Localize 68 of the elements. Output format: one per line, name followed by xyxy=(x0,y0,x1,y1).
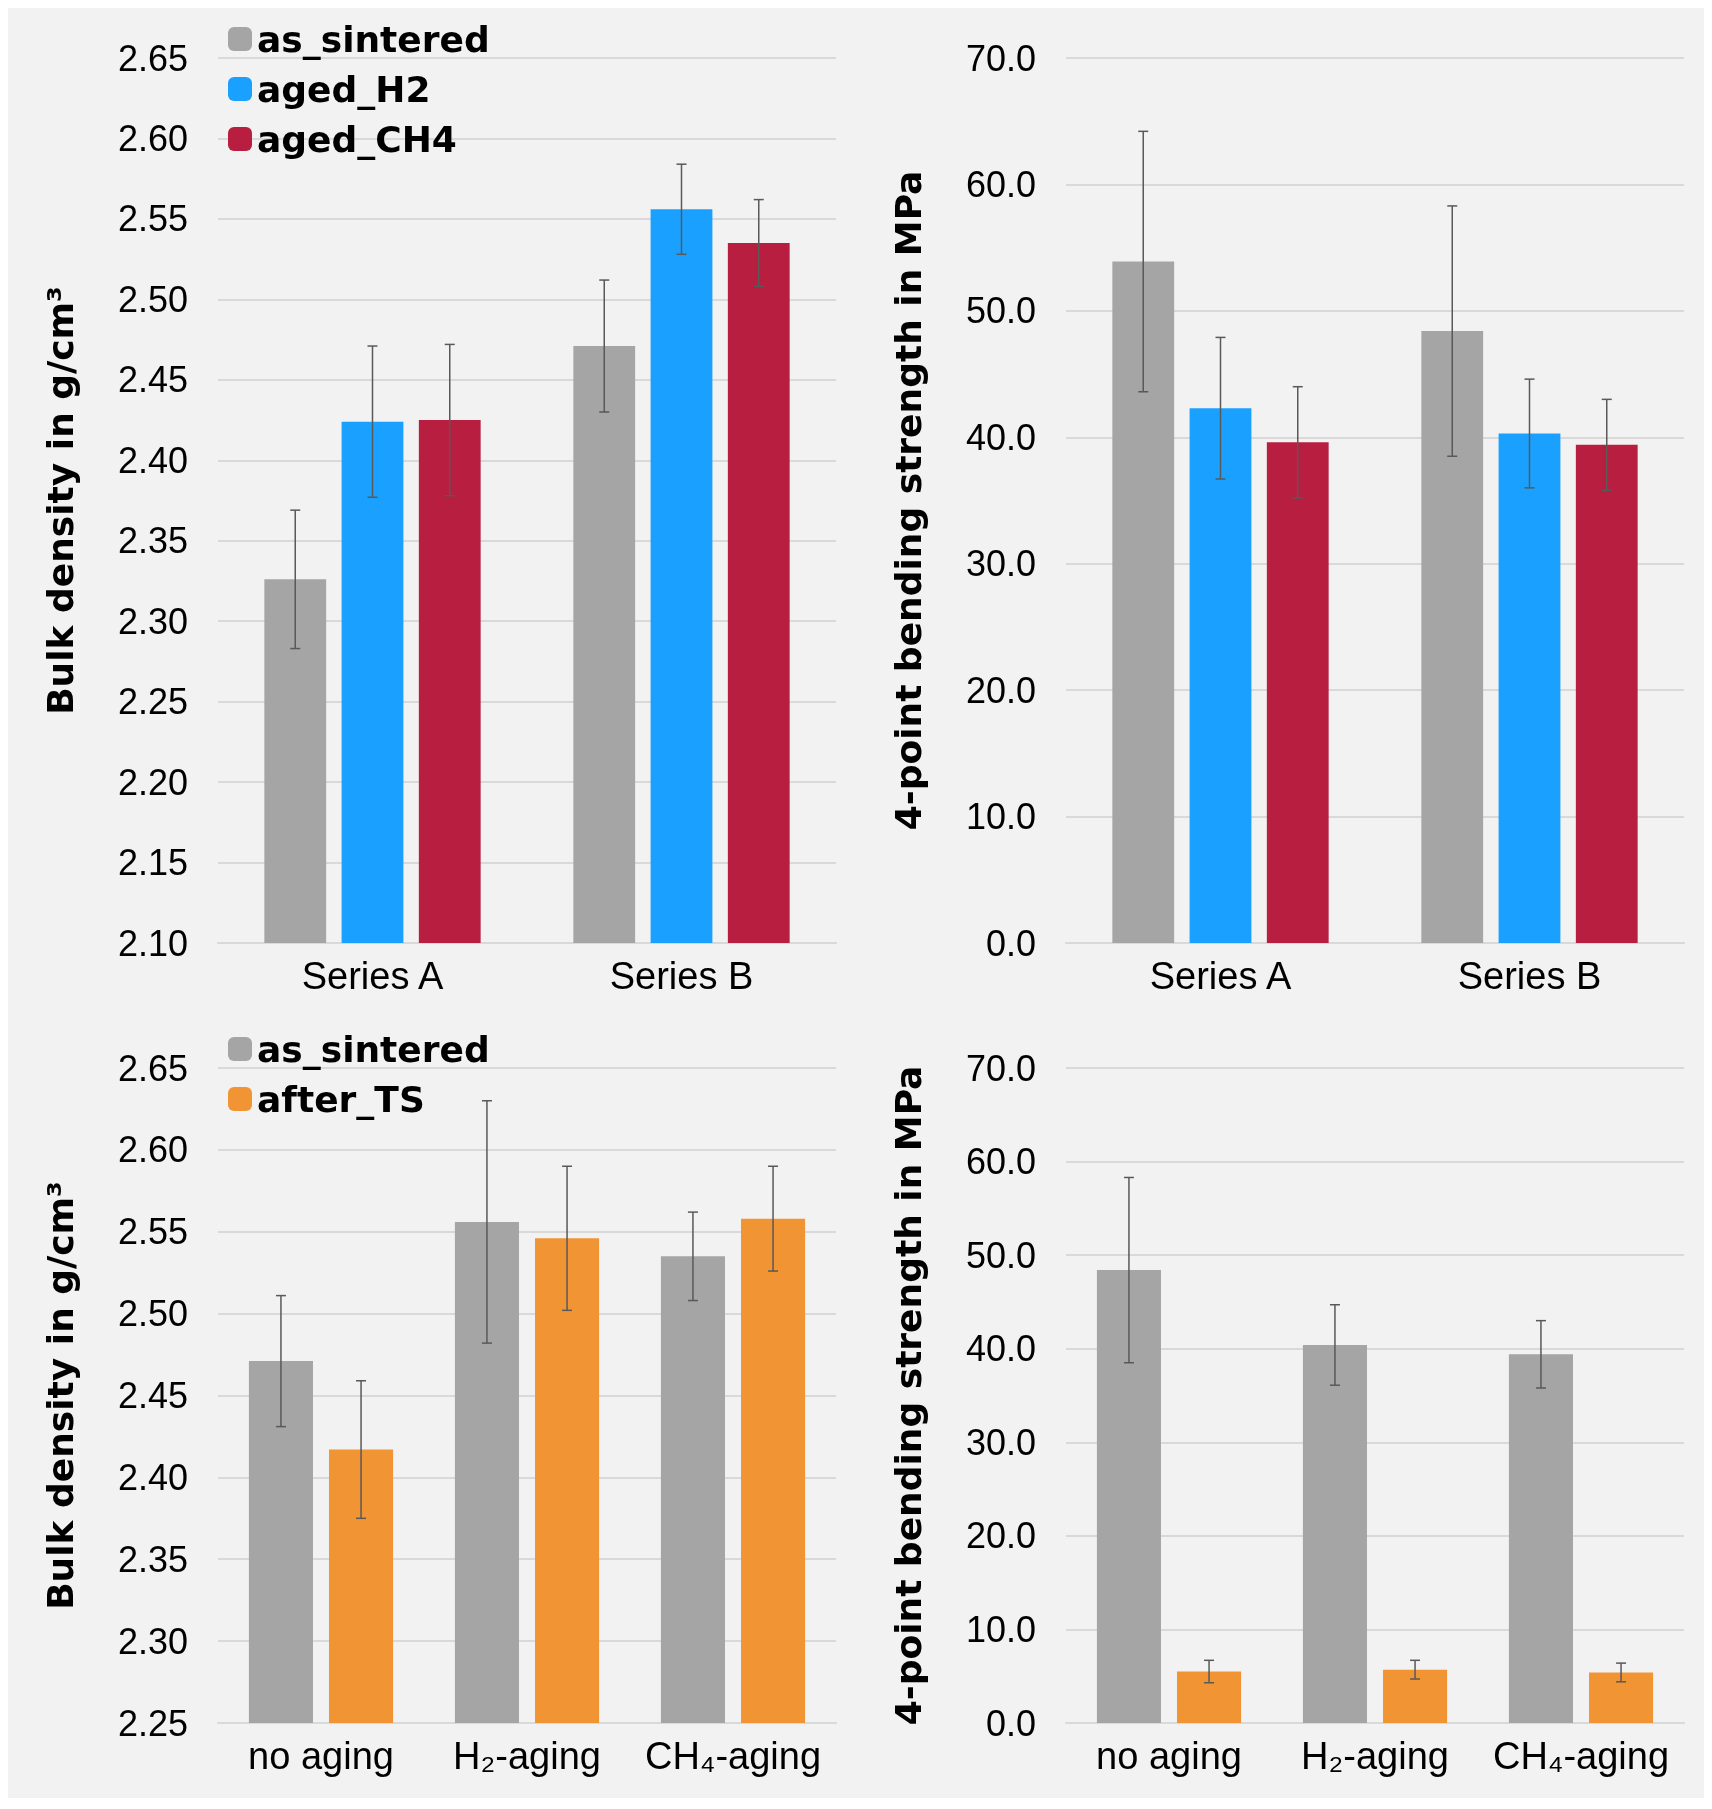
y-tick-label: 2.25 xyxy=(117,1702,188,1744)
x-tick-label: CH₄-aging xyxy=(1492,1735,1670,1777)
y-tick-label: 40.0 xyxy=(965,416,1036,458)
bar xyxy=(1589,1672,1654,1723)
y-tick-label: 70.0 xyxy=(965,37,1036,79)
y-tick-label: 2.50 xyxy=(117,278,188,320)
legend-label: after_TS xyxy=(257,1078,425,1120)
x-tick-label: H₂-aging xyxy=(1301,1735,1449,1777)
bar xyxy=(1177,1671,1242,1723)
x-tick-label: Series A xyxy=(301,955,444,997)
bar xyxy=(1383,1669,1448,1723)
y-tick-label: 2.45 xyxy=(117,359,188,401)
legend-label: aged_H2 xyxy=(257,68,431,110)
y-tick-label: 2.60 xyxy=(117,117,188,159)
y-tick-label: 2.30 xyxy=(117,1620,188,1662)
y-tick-label: 2.50 xyxy=(117,1293,188,1335)
x-tick-label: no aging xyxy=(248,1735,394,1777)
y-tick-label: 10.0 xyxy=(965,1608,1036,1650)
bar xyxy=(1096,1270,1161,1723)
x-tick-label: CH₄-aging xyxy=(644,1735,822,1777)
y-tick-label: 0.0 xyxy=(985,922,1036,964)
x-tick-label: Series B xyxy=(1457,955,1602,997)
x-tick-label: Series B xyxy=(609,955,754,997)
y-tick-label: 2.45 xyxy=(117,1375,188,1416)
y-tick-label: 2.30 xyxy=(117,600,188,642)
x-tick-label: no aging xyxy=(1096,1735,1242,1777)
bar xyxy=(1575,444,1638,943)
bar xyxy=(1421,331,1484,943)
y-tick-label: 2.40 xyxy=(117,1456,188,1498)
bar xyxy=(1302,1344,1367,1723)
y-tick-label: 40.0 xyxy=(965,1328,1036,1370)
y-tick-label: 2.65 xyxy=(117,1047,188,1089)
y-tick-label: 2.35 xyxy=(117,520,188,562)
bar xyxy=(1498,433,1561,943)
y-tick-label: 2.60 xyxy=(117,1129,188,1171)
y-axis-title: 4-point bending strength in MPa xyxy=(887,1065,929,1726)
y-axis-title: Bulk density in g/cm³ xyxy=(39,286,81,715)
bar xyxy=(1189,408,1252,943)
y-tick-label: 2.35 xyxy=(117,1538,188,1580)
y-tick-label: 2.55 xyxy=(117,198,188,240)
y-tick-label: 60.0 xyxy=(965,163,1036,205)
y-tick-label: 2.65 xyxy=(117,37,188,79)
y-tick-label: 20.0 xyxy=(965,669,1036,711)
y-tick-label: 2.55 xyxy=(117,1211,188,1253)
y-tick-label: 2.20 xyxy=(117,761,188,803)
y-tick-label: 50.0 xyxy=(965,290,1036,332)
y-tick-label: 30.0 xyxy=(965,1421,1036,1463)
legend-label: aged_CH4 xyxy=(257,118,457,160)
y-tick-label: 10.0 xyxy=(965,796,1036,838)
y-tick-label: 20.0 xyxy=(965,1515,1036,1557)
legend-label: as_sintered xyxy=(257,18,490,60)
y-tick-label: 2.10 xyxy=(117,922,188,964)
bar xyxy=(1112,261,1175,943)
y-axis-title: Bulk density in g/cm³ xyxy=(39,1181,81,1610)
y-tick-label: 70.0 xyxy=(965,1047,1036,1089)
y-tick-label: 2.40 xyxy=(117,439,188,481)
y-tick-label: 0.0 xyxy=(985,1702,1036,1744)
y-tick-label: 60.0 xyxy=(965,1141,1036,1183)
y-tick-label: 2.15 xyxy=(117,842,188,884)
x-tick-label: Series A xyxy=(1149,955,1292,997)
y-tick-label: 2.25 xyxy=(117,681,188,723)
y-tick-label: 50.0 xyxy=(965,1234,1036,1276)
bar xyxy=(1266,442,1329,943)
y-tick-label: 30.0 xyxy=(965,543,1036,585)
x-tick-label: H₂-aging xyxy=(453,1735,601,1777)
y-axis-title: 4-point bending strength in MPa xyxy=(887,170,929,831)
bar xyxy=(1508,1354,1573,1723)
legend-label: as_sintered xyxy=(257,1028,490,1070)
